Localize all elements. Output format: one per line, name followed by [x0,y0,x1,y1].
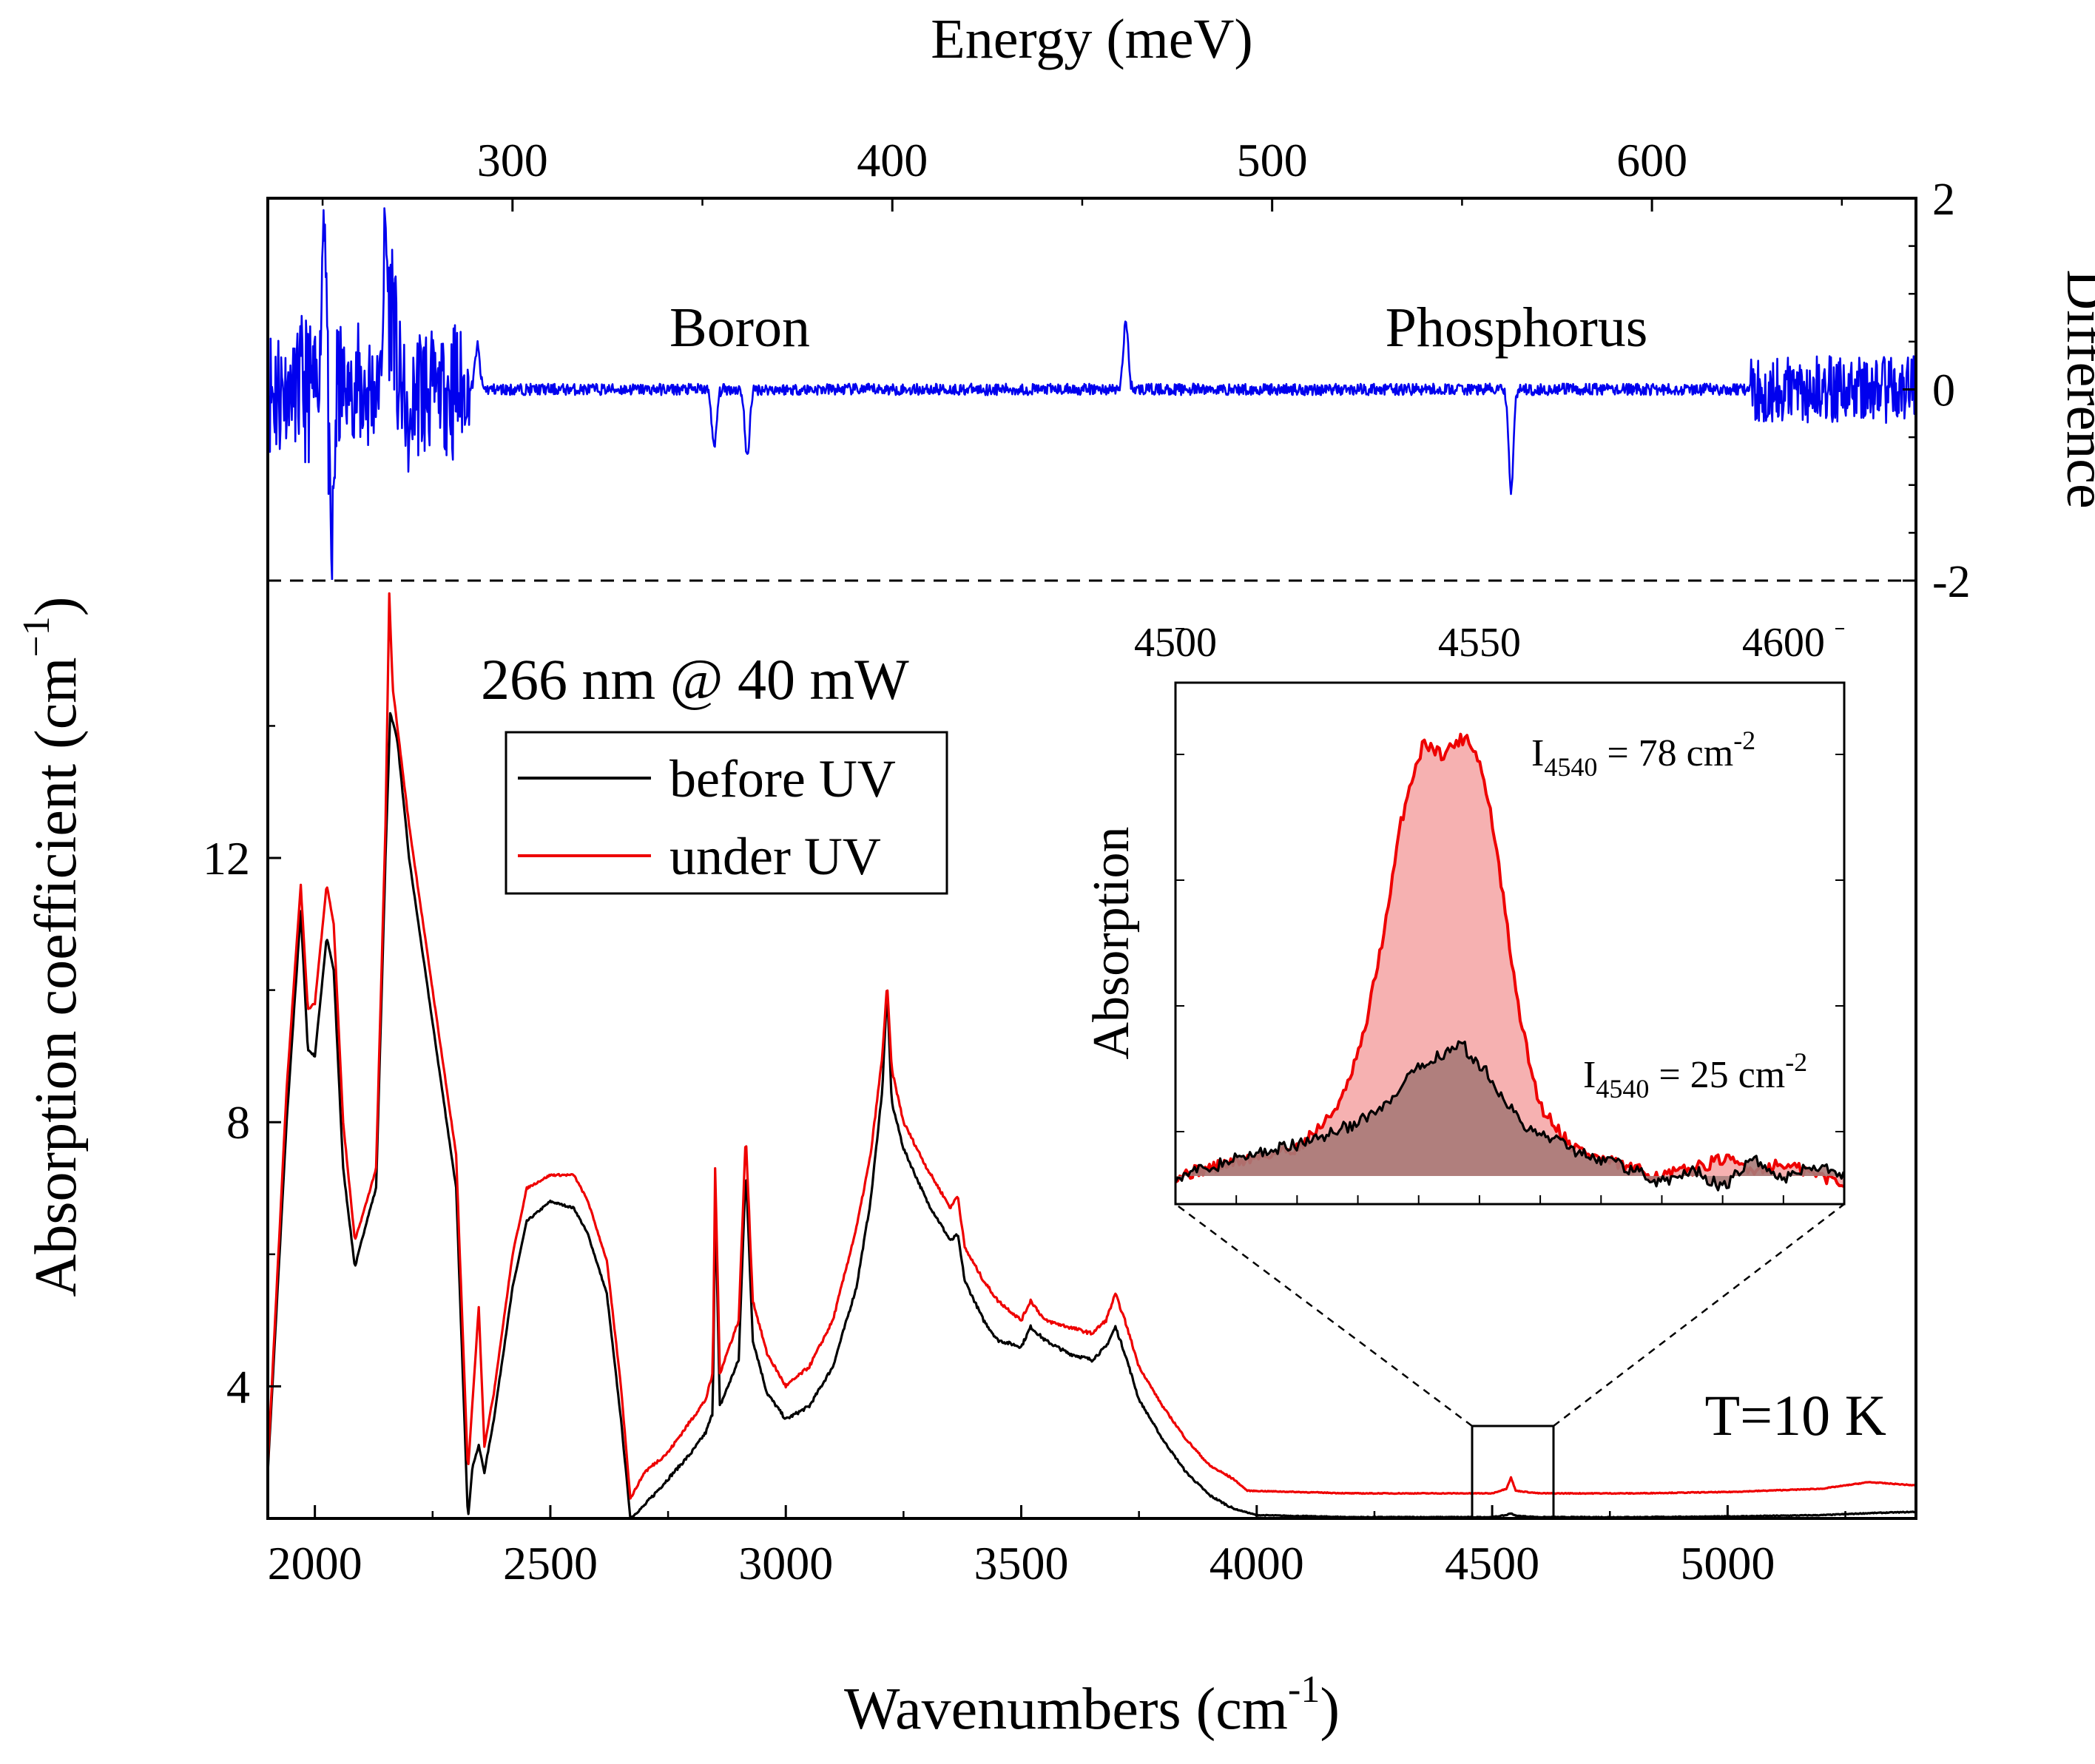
zoom-connector-left [1175,1203,1473,1427]
inset-x-tick-label: 4550 [1438,620,1521,666]
energy-tick-label: 300 [477,134,548,186]
x-tick-label: 4000 [1210,1537,1304,1589]
x-tick-label: 4500 [1445,1537,1539,1589]
energy-tick-label: 400 [857,134,928,186]
x-tick-label: 2500 [503,1537,598,1589]
inset-area-before-uv [1175,1041,1844,1191]
plot-frame [266,197,1917,1520]
y-tick-label: 8 [226,1096,250,1149]
inset-line-before-uv [1175,1040,1844,1192]
inset-series [1175,732,1844,1192]
energy-tick-label: 500 [1237,134,1308,186]
inset-x-tick-label: 4600 [1742,620,1825,666]
difference-axis-ticks: 2 0 -2 [1903,175,1971,607]
boron-annotation: Boron [669,297,810,359]
absorption-line-under-uv [268,592,1916,1500]
inset-label-under-uv: I4540 = 78 cm-2 [1531,726,1755,782]
y-tick-label: 12 [203,832,250,885]
temperature-annotation: T=10 K [1705,1383,1886,1447]
absorption-panel: 2000 2500 3000 3500 4000 4500 5000 4 8 12 Wavenu… [16,592,1916,1742]
inset: 4500 4550 4600 Absorption I4540 = 78 cm-2 … [1083,620,1846,1206]
difference-tick-label: 2 [1932,175,1955,225]
inset-axis-ticks: 4500 4550 4600 [1134,620,1844,1204]
energy-tick-label: 600 [1616,134,1687,186]
inset-y-label: Absorption [1083,827,1140,1060]
legend-label-under-uv: under UV [669,827,881,886]
inset-x-tick-label: 4500 [1134,620,1217,666]
energy-axis-label: Energy (meV) [931,8,1252,70]
wavenumber-axis-ticks: 2000 2500 3000 3500 4000 4500 5000 [268,1505,1846,1589]
x-tick-label: 3000 [738,1537,833,1589]
inset-frame [1174,681,1846,1206]
legend: before UV under UV [505,731,948,895]
difference-panel: 300 400 500 600 2 0 -2 Energy (meV) Differenc… [268,8,2095,607]
phosphorus-annotation: Phosphorus [1386,297,1648,359]
inset-label-before-uv: I4540 = 25 cm-2 [1583,1047,1807,1104]
zoom-box [1471,1425,1555,1520]
difference-series [268,207,1916,580]
y-tick-label: 4 [226,1360,250,1413]
wavenumber-axis-label: Wavenumbers (cm-1) [844,1669,1340,1742]
x-tick-label: 2000 [268,1537,362,1589]
energy-axis-ticks: 300 400 500 600 [321,134,1843,212]
difference-line [268,207,1916,580]
x-tick-label: 5000 [1680,1537,1775,1589]
legend-box [505,731,948,895]
inset-area-under-uv [1175,734,1844,1186]
difference-tick-label: 0 [1932,366,1955,416]
absorption-axis-ticks: 4 8 12 [203,725,281,1413]
excitation-annotation: 266 nm @ 40 mW [481,647,909,712]
absorption-axis-label: Absorption coefficient (cm−1) [16,597,89,1297]
x-tick-label: 3500 [974,1537,1069,1589]
legend-label-before-uv: before UV [669,749,896,808]
difference-tick-label: -2 [1932,557,1971,607]
difference-axis-label: Difference [2055,269,2095,508]
